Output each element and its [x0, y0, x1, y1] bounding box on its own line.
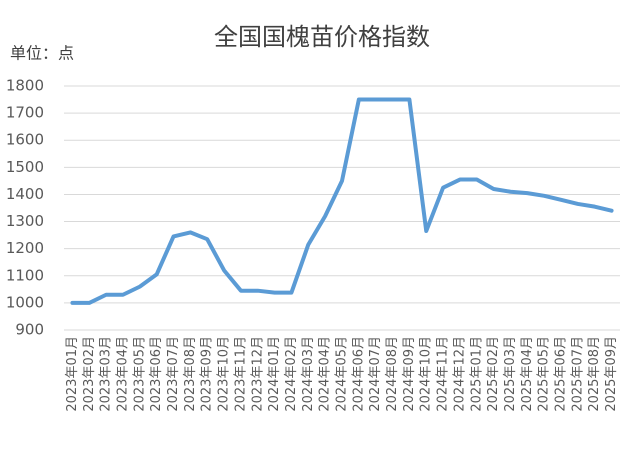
x-tick-label: 2024年09月 [402, 336, 417, 412]
x-tick-label: 2025年08月 [587, 336, 602, 412]
chart-title: 全国国槐苗价格指数 [214, 23, 430, 51]
x-tick-label: 2025年07月 [570, 336, 585, 412]
x-tick-label: 2025年01月 [469, 336, 484, 412]
x-tick-label: 2023年02月 [82, 336, 97, 412]
y-tick-label: 1100 [6, 266, 44, 284]
y-tick-label: 1700 [6, 104, 44, 122]
x-tick-label: 2024年10月 [419, 336, 434, 412]
x-tick-label: 2025年06月 [554, 336, 569, 412]
x-tick-label: 2023年08月 [183, 336, 198, 412]
x-tick-label: 2024年08月 [385, 336, 400, 412]
x-tick-label: 2024年05月 [335, 336, 350, 412]
x-tick-label: 2023年03月 [99, 336, 114, 412]
x-tick-label: 2024年11月 [436, 336, 451, 412]
y-tick-label: 1000 [6, 293, 44, 311]
x-tick-label: 2024年03月 [301, 336, 316, 412]
x-tick-label: 2024年07月 [368, 336, 383, 412]
x-tick-label: 2025年04月 [520, 336, 535, 412]
y-tick-label: 1300 [6, 212, 44, 230]
y-tick-label: 1500 [6, 158, 44, 176]
y-tick-label: 1400 [6, 185, 44, 203]
y-tick-label: 1800 [6, 77, 44, 95]
y-tick-label: 900 [15, 321, 44, 339]
x-tick-label: 2023年09月 [200, 336, 215, 412]
y-tick-label: 1600 [6, 131, 44, 149]
x-tick-label: 2025年09月 [604, 336, 619, 412]
line [70, 97, 614, 305]
x-tick-label: 2025年05月 [537, 336, 552, 412]
x-tick-label: 2025年02月 [486, 336, 501, 412]
unit-label: 单位：点 [10, 44, 74, 63]
x-tick-label: 2024年02月 [284, 336, 299, 412]
x-tick-label: 2023年04月 [115, 336, 130, 412]
x-tick-label: 2024年12月 [452, 336, 467, 412]
x-tick-label: 2023年12月 [250, 336, 265, 412]
x-tick-label: 2023年06月 [149, 336, 164, 412]
x-tick-label: 2024年06月 [351, 336, 366, 412]
x-tick-label: 2025年03月 [503, 336, 518, 412]
x-tick-label: 2023年01月 [65, 336, 80, 412]
x-tick-label: 2024年01月 [267, 336, 282, 412]
y-tick-label: 1200 [6, 239, 44, 257]
x-tick-label: 2024年04月 [318, 336, 333, 412]
x-tick-label: 2023年07月 [166, 336, 181, 412]
x-tick-label: 2023年11月 [233, 336, 248, 412]
x-tick-label: 2023年10月 [217, 336, 232, 412]
x-tick-label: 2023年05月 [132, 336, 147, 412]
